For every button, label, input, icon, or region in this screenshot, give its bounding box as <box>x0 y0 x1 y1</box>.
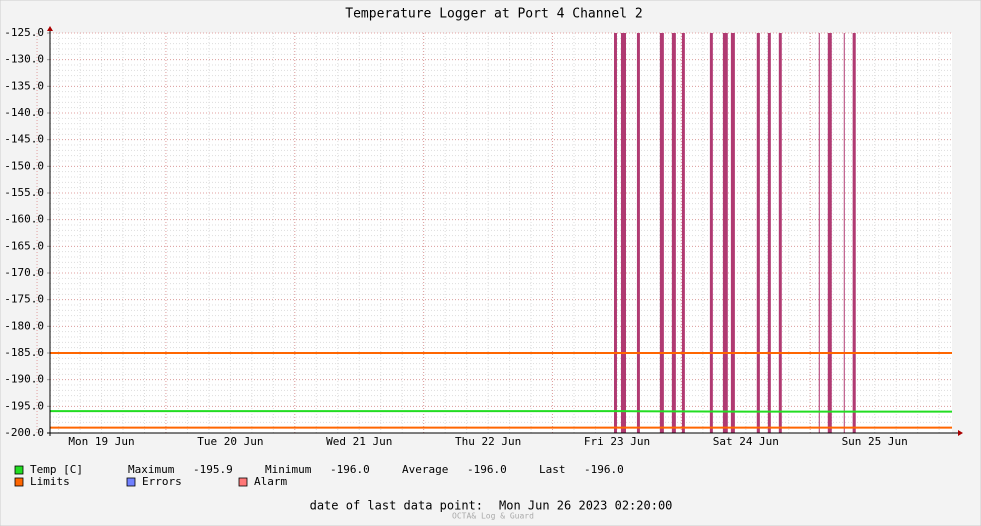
y-tick-label: -150.0 <box>4 159 44 172</box>
alarm-bar <box>659 33 664 433</box>
x-tick-label: Sat 24 Jun <box>713 435 779 448</box>
y-tick-label: -140.0 <box>4 106 44 119</box>
legend-label: Limits <box>30 475 70 488</box>
chart-title: Temperature Logger at Port 4 Channel 2 <box>345 7 642 22</box>
stat-name: Minimum <box>265 463 312 476</box>
y-tick-label: -180.0 <box>4 319 44 332</box>
alarm-bar <box>620 33 626 433</box>
stat-value: -196.0 <box>467 463 507 476</box>
footer-date: Mon Jun 26 2023 02:20:00 <box>499 499 672 513</box>
alarm-bar <box>756 33 760 433</box>
temp-line <box>50 410 952 413</box>
y-tick-label: -125.0 <box>4 26 44 39</box>
y-tick-label: -170.0 <box>4 266 44 279</box>
y-tick-label: -145.0 <box>4 133 44 146</box>
legend-swatch <box>14 477 24 487</box>
alarm-bar <box>671 33 676 433</box>
stat-value: -196.0 <box>584 463 624 476</box>
alarm-bar <box>778 33 782 433</box>
y-tick-label: -200.0 <box>4 426 44 439</box>
arrow <box>47 26 53 31</box>
x-tick-label: Thu 22 Jun <box>455 435 521 448</box>
alarm-bar <box>827 33 832 433</box>
legend-swatch <box>14 465 24 475</box>
plot-area <box>50 33 952 433</box>
alarm-bar <box>681 33 685 433</box>
x-tick-label: Tue 20 Jun <box>197 435 263 448</box>
x-tick-label: Mon 19 Jun <box>68 435 134 448</box>
alarm-bar <box>722 33 728 433</box>
alarm-bar <box>818 33 820 433</box>
legend-label: Temp [C] <box>30 463 83 476</box>
watermark: OCTA& Log & Guard <box>452 512 534 521</box>
x-tick-label: Sun 25 Jun <box>842 435 908 448</box>
y-tick-label: -155.0 <box>4 186 44 199</box>
y-tick-label: -135.0 <box>4 79 44 92</box>
y-tick-label: -175.0 <box>4 293 44 306</box>
y-tick-label: -185.0 <box>4 346 44 359</box>
arrow <box>958 430 963 436</box>
alarm-bar <box>636 33 640 433</box>
legend-label: Alarm <box>254 475 287 488</box>
alarm-bar <box>709 33 713 433</box>
y-tick-label: -190.0 <box>4 373 44 386</box>
y-tick-label: -130.0 <box>4 53 44 66</box>
alarm-bar <box>730 33 735 433</box>
legend-swatch <box>126 477 136 487</box>
alarm-bar <box>843 33 845 433</box>
alarm-bar <box>614 33 617 433</box>
stat-name: Average <box>402 463 448 476</box>
alarm-bar <box>767 33 771 433</box>
x-tick-label: Wed 21 Jun <box>326 435 392 448</box>
y-tick-label: -165.0 <box>4 239 44 252</box>
stat-value: -195.9 <box>193 463 233 476</box>
stat-value: -196.0 <box>330 463 370 476</box>
y-tick-label: -160.0 <box>4 213 44 226</box>
stat-name: Maximum <box>128 463 175 476</box>
x-tick-label: Fri 23 Jun <box>584 435 650 448</box>
footer-label: date of last data point: <box>310 499 483 513</box>
y-tick-label: -195.0 <box>4 399 44 412</box>
legend-swatch <box>238 477 248 487</box>
alarm-bar <box>852 33 856 433</box>
legend-label: Errors <box>142 475 182 488</box>
stat-name: Last <box>539 463 566 476</box>
